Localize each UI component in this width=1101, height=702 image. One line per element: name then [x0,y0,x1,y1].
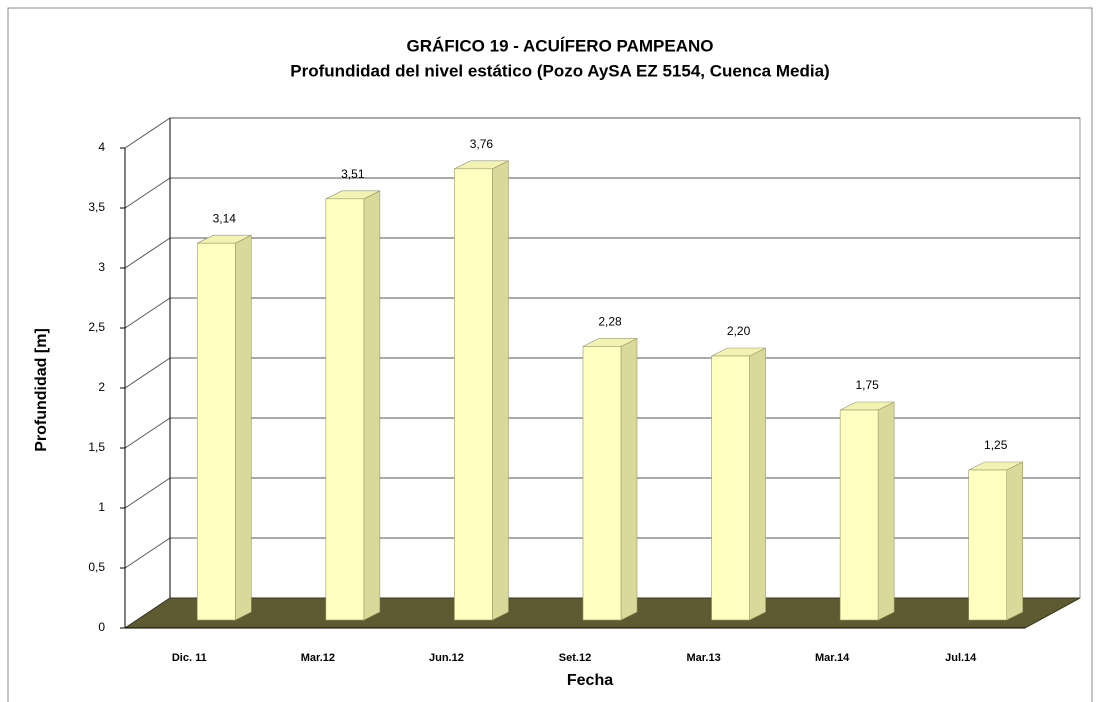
y-tick-label: 2,5 [88,320,105,334]
x-tick-label: Mar.13 [686,652,720,664]
bar [325,198,365,621]
y-tick-label: 1 [98,500,105,514]
bar [968,469,1008,621]
grid-line-side [124,177,171,209]
bar-side [749,347,766,621]
data-label: 1,75 [855,378,879,392]
y-tick-label: 3 [98,260,105,274]
x-tick-label: Dic. 11 [172,652,207,664]
data-label: 3,51 [341,167,365,181]
x-tick-label: Mar.12 [301,652,335,664]
bar [454,168,493,621]
x-tick-label: Mar.14 [815,652,850,664]
bar-side [363,190,381,621]
x-tick-label: Set.12 [559,652,591,664]
grid-line-side [124,477,171,509]
grid-line-side [124,357,171,389]
bar-side [1006,461,1024,621]
data-label: 3,14 [213,211,237,225]
grid-line-side [124,537,171,569]
bar [582,346,622,621]
grid-line-side [124,417,171,449]
y-axis-title: Profundidad [m] [33,328,50,452]
bar-side [877,401,895,621]
bar-side [620,337,638,621]
bar [196,242,236,621]
y-tick-label: 0 [98,620,105,634]
y-tick-label: 2 [98,380,105,394]
y-tick-label: 1,5 [88,440,105,454]
bar-side [234,234,252,621]
grid-line-side [124,117,171,149]
x-axis-title: Fecha [567,672,613,689]
data-label: 2,28 [598,315,622,329]
y-tick-label: 3,5 [88,200,105,214]
chart-subtitle: Profundidad del nivel estático (Pozo AyS… [290,61,829,80]
x-tick-label: Jun.12 [429,652,464,664]
bar [711,355,750,621]
data-label: 3,76 [470,137,494,151]
grid-line-side [124,297,171,329]
bar-side [492,160,509,621]
data-label: 2,20 [727,324,751,338]
y-tick-label: 0,5 [88,560,105,574]
grid-line-side [124,237,171,269]
data-label: 1,25 [984,438,1008,452]
y-tick-label: 4 [98,140,105,154]
bar [839,409,879,621]
x-tick-label: Jul.14 [945,652,977,664]
chart-title: GRÁFICO 19 - ACUÍFERO PAMPEANO [407,36,714,55]
